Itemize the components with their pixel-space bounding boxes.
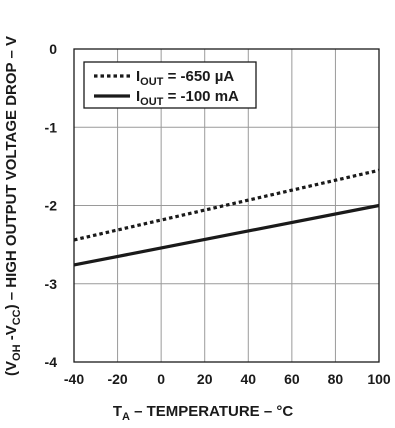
series-line: [73, 168, 380, 242]
legend-label-rest: = -650 µA: [163, 68, 234, 85]
y-tick-label: -1: [45, 119, 58, 135]
legend-label-main: I: [136, 88, 140, 105]
legend-label-main: I: [136, 68, 140, 85]
legend-label-sub: OUT: [140, 96, 164, 108]
x-tick-label: 40: [240, 371, 256, 387]
x-tick-label: 80: [328, 371, 344, 387]
x-tick-label: 60: [284, 371, 300, 387]
y-tick-label: 0: [49, 41, 57, 57]
tick-labels: -40 -20 0 20 40 60 80 100 0 -1 -2 -3 -4: [45, 41, 391, 387]
x-axis-title-rest: – TEMPERATURE – °C: [130, 403, 293, 420]
y-axis-title-part: (V: [3, 361, 20, 376]
y-tick-label: -2: [45, 198, 58, 214]
x-axis-title-main: T: [113, 403, 122, 420]
x-tick-label: 100: [367, 371, 391, 387]
legend-label-sub: OUT: [140, 76, 164, 88]
x-tick-label: -20: [107, 371, 127, 387]
series-layer: [73, 168, 380, 267]
x-tick-label: 0: [157, 371, 165, 387]
legend-label: IOUT = -100 mA: [136, 88, 239, 108]
x-axis-title: TA – TEMPERATURE – °C: [113, 403, 294, 423]
legend-box: [83, 61, 257, 109]
y-axis-title-part: -V: [3, 325, 20, 344]
legend-label-rest: = -100 mA: [163, 88, 239, 105]
x-tick-label: 20: [197, 371, 213, 387]
y-axis-title-part: ) – HIGH OUTPUT VOLTAGE DROP – V: [3, 36, 20, 309]
legend-label: IOUT = -650 µA: [136, 68, 234, 88]
x-tick-label: -40: [64, 371, 84, 387]
series-line: [73, 203, 380, 267]
x-axis-title-sub: A: [122, 411, 130, 423]
y-axis-title: (VOH -VCC) – HIGH OUTPUT VOLTAGE DROP – …: [3, 36, 23, 376]
plot-frame: [73, 48, 380, 363]
y-axis-title-sub: OH: [11, 344, 23, 361]
y-axis-title-sub: CC: [11, 309, 23, 325]
y-tick-label: -3: [45, 276, 58, 292]
y-tick-label: -4: [45, 354, 58, 370]
